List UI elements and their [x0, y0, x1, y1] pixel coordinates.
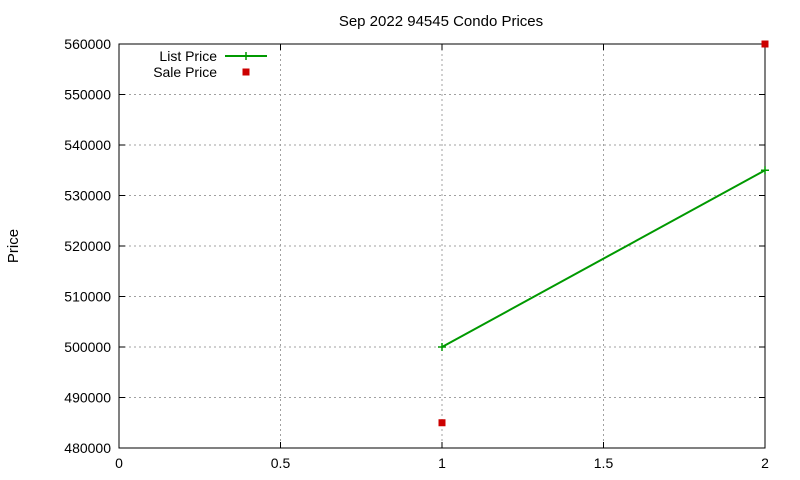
- axis-ticks: 480000 490000 500000 510000 520000 530000 5400…: [64, 36, 769, 471]
- legend-label-list-price: List Price: [159, 48, 217, 64]
- sale-price-point: [761, 40, 769, 48]
- grid: [119, 44, 765, 448]
- y-tick-label: 540000: [64, 137, 111, 153]
- y-tick-label: 500000: [64, 339, 111, 355]
- chart-title: Sep 2022 94545 Condo Prices: [339, 13, 543, 30]
- y-tick-label: 550000: [64, 87, 111, 103]
- list-price-line: [441, 169, 766, 348]
- x-tick-label: 2: [761, 455, 769, 471]
- x-tick-label: 1.5: [594, 455, 614, 471]
- y-tick-label: 560000: [64, 36, 111, 52]
- y-tick-label: 520000: [64, 238, 111, 254]
- x-tick-label: 0.5: [271, 455, 291, 471]
- list-price-point: [761, 166, 769, 175]
- x-tick-label: 0: [115, 455, 123, 471]
- y-tick-label: 480000: [64, 440, 111, 456]
- legend-marker-list-price: [242, 52, 250, 60]
- y-tick-label: 530000: [64, 188, 111, 204]
- series: [438, 40, 769, 427]
- sale-price-point: [438, 419, 446, 427]
- legend-marker-sale-price: [242, 68, 250, 76]
- y-tick-label: 510000: [64, 289, 111, 305]
- y-tick-label: 490000: [64, 390, 111, 406]
- legend-label-sale-price: Sale Price: [153, 64, 217, 80]
- x-tick-label: 1: [438, 455, 446, 471]
- y-axis-label: Price: [5, 229, 22, 263]
- list-price-point: [438, 343, 446, 351]
